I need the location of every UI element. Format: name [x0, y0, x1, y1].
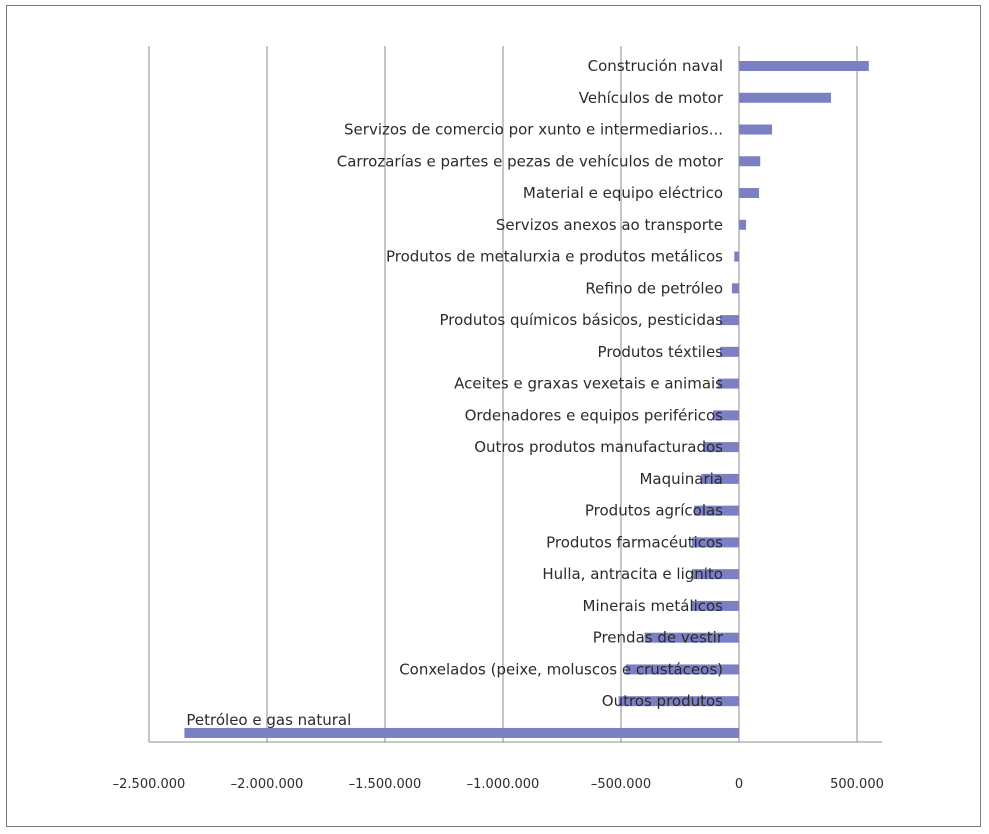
x-tick-label: –1.500.000: [349, 777, 422, 792]
bar: [720, 315, 739, 326]
category-label: Prendas de vestir: [593, 629, 724, 647]
bar: [717, 378, 739, 389]
bar: [644, 632, 739, 643]
category-label: Refino de petróleo: [585, 279, 723, 297]
category-label: Conxelados (peixe, moluscos e crustáceos…: [399, 660, 723, 678]
bar: [618, 696, 739, 707]
category-label: Outros produtos manufacturados: [474, 438, 723, 456]
category-label: Construción naval: [588, 57, 723, 75]
category-label: Vehículos de motor: [579, 89, 724, 107]
bar: [739, 156, 761, 167]
category-label: Ordenadores e equipos periféricos: [465, 406, 724, 424]
bar: [713, 410, 739, 421]
category-label: Petróleo e gas natural: [186, 711, 351, 729]
bar: [720, 346, 739, 357]
bar: [739, 188, 760, 199]
bar: [703, 442, 739, 453]
bar: [691, 600, 739, 611]
bar: [739, 124, 773, 135]
bar: [731, 283, 739, 294]
bar: [625, 664, 739, 675]
category-label: Produtos agrícolas: [585, 502, 723, 520]
category-label: Produtos farmacéuticos: [546, 533, 723, 551]
category-label: Minerais metálicos: [583, 597, 724, 615]
category-label: Produtos téxtiles: [598, 343, 724, 361]
category-label: Produtos de metalurxia e produtos metáli…: [386, 248, 723, 266]
category-label: Carrozarías e partes e pezas de vehículo…: [337, 152, 724, 170]
category-label: Produtos químicos básicos, pesticidas: [440, 311, 724, 329]
chart-frame: [6, 5, 981, 827]
bar: [691, 569, 739, 580]
x-tick-label: –2.500.000: [113, 777, 186, 792]
category-label: Servizos de comercio por xunto e interme…: [344, 121, 723, 139]
category-label: Material e equipo eléctrico: [523, 184, 723, 202]
category-label: Hulla, antracita e lignito: [542, 565, 723, 583]
x-tick-label: –1.000.000: [467, 777, 540, 792]
bar: [734, 251, 739, 262]
category-label: Maquinaria: [639, 470, 723, 488]
bar: [694, 505, 739, 516]
bar: [739, 61, 869, 71]
category-label: Aceites e graxas vexetais e animais: [454, 375, 723, 393]
bar: [691, 537, 739, 548]
bar: [184, 727, 739, 738]
bar: [739, 92, 832, 103]
bar: [739, 219, 747, 230]
x-tick-label: 0: [735, 777, 743, 792]
category-label: Outros produtos: [602, 692, 723, 710]
x-tick-label: 500.000: [830, 777, 884, 792]
x-tick-label: –500.000: [591, 777, 651, 792]
bar: [701, 473, 739, 484]
category-label: Servizos anexos ao transporte: [496, 216, 723, 234]
x-tick-label: –2.000.000: [231, 777, 304, 792]
